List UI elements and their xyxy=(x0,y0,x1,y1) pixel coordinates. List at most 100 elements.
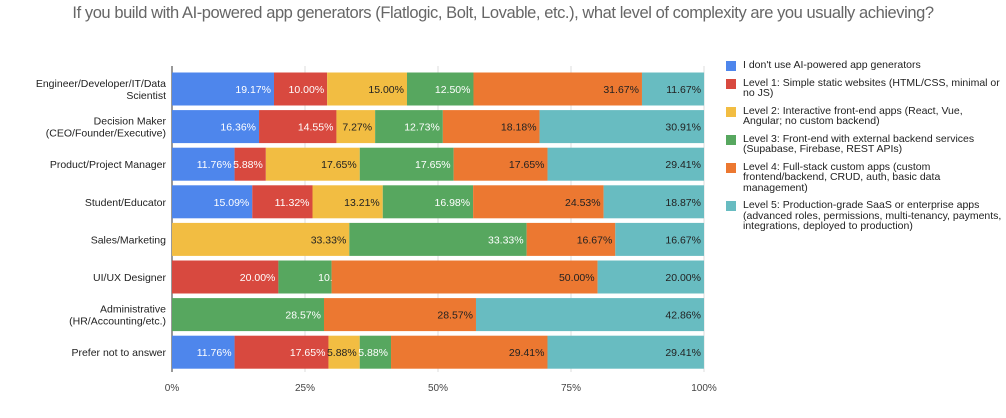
legend-label: I don't use AI-powered app generators xyxy=(743,59,921,71)
data-label: 29.41% xyxy=(509,347,545,359)
bar-segment xyxy=(172,298,324,332)
data-label: 10.00% xyxy=(289,84,325,96)
data-label: 15.09% xyxy=(214,197,250,209)
bar-segment xyxy=(172,335,235,369)
data-label: 16.98% xyxy=(434,197,470,209)
data-label: 5.88% xyxy=(327,347,357,359)
category-label: Administrative (HR/Accounting/etc.) xyxy=(69,304,166,328)
legend-swatch xyxy=(726,201,736,211)
bar-segment xyxy=(349,222,527,256)
legend-swatch xyxy=(726,61,736,71)
legend-label: Level 3: Front-end with external backend… xyxy=(743,132,975,155)
bar-segment xyxy=(615,222,704,256)
bar-segment xyxy=(475,298,704,332)
bar-segment xyxy=(603,185,704,219)
legend-item: Level 2: Interactive front-end apps (Rea… xyxy=(726,104,1004,127)
legend-swatch xyxy=(726,78,736,89)
bar-segment xyxy=(273,72,328,106)
legend: I don't use AI-powered app generators Lev… xyxy=(726,60,1004,232)
chart-title: If you build with AI-powered app generat… xyxy=(72,4,934,22)
bar-segment xyxy=(382,185,474,219)
data-label: 12.73% xyxy=(404,122,440,134)
x-tick-label: 0% xyxy=(165,383,180,394)
data-label: 5.88% xyxy=(233,159,263,171)
bar-segment xyxy=(453,147,548,181)
bar-segment xyxy=(252,185,313,219)
x-tick-label: 50% xyxy=(428,383,448,394)
data-label: 50.00% xyxy=(559,272,595,284)
data-label: 17.65% xyxy=(415,159,451,171)
data-label: 33.33% xyxy=(488,234,524,246)
bar-segment xyxy=(547,335,704,369)
bar-segment xyxy=(172,110,260,144)
bar-segment xyxy=(331,260,598,294)
bar-segment xyxy=(172,185,253,219)
category-label: Prefer not to answer xyxy=(71,347,166,359)
data-label: 17.65% xyxy=(290,347,326,359)
bar-segment xyxy=(312,185,383,219)
data-label: 16.67% xyxy=(577,234,613,246)
data-label: 20.00% xyxy=(665,272,701,284)
data-label: 28.57% xyxy=(437,310,473,322)
bar-segment xyxy=(327,72,407,106)
data-label: 18.18% xyxy=(501,122,537,134)
bar-segment xyxy=(259,110,337,144)
legend-swatch xyxy=(726,134,736,145)
legend-label: Level 2: Interactive front-end apps (Rea… xyxy=(743,104,963,127)
bar-segment xyxy=(336,110,376,144)
category-label: UI/UX Designer xyxy=(93,272,166,284)
bar-segment xyxy=(391,335,548,369)
data-label: 28.57% xyxy=(285,310,321,322)
data-label: 11.76% xyxy=(197,347,232,359)
data-label: 13.21% xyxy=(344,197,380,209)
data-label: 11.76% xyxy=(197,159,232,171)
bar-segment xyxy=(172,260,279,294)
legend-label: Level 4: Full-stack custom apps (custom … xyxy=(743,160,941,194)
data-label: 12.50% xyxy=(435,84,471,96)
data-label: 5.88% xyxy=(358,347,388,359)
data-label: 17.65% xyxy=(509,159,545,171)
data-label: 14.55% xyxy=(298,122,334,134)
bar-segment xyxy=(473,185,604,219)
legend-label: Level 1: Simple static websites (HTML/CS… xyxy=(743,76,1000,99)
legend-swatch xyxy=(726,162,736,173)
bar-segment xyxy=(526,222,616,256)
data-label: 20.00% xyxy=(240,272,276,284)
legend-item: Level 1: Simple static websites (HTML/CS… xyxy=(726,76,1004,99)
legend-swatch xyxy=(726,106,736,117)
data-label: 29.41% xyxy=(665,159,701,171)
data-label: 7.27% xyxy=(342,122,372,134)
stacked-bar-chart: 0% 25% 50% 75% 100% Engineer/Developer/IT/Dat… xyxy=(36,66,717,394)
bar-segment xyxy=(278,260,332,294)
bar-segment xyxy=(328,335,360,369)
data-label: 30.91% xyxy=(665,122,701,134)
data-label: 42.86% xyxy=(665,310,701,322)
data-label: 11.67% xyxy=(666,84,701,96)
data-label: 18.87% xyxy=(665,197,701,209)
data-label: 29.41% xyxy=(665,347,701,359)
bar-segment xyxy=(359,147,454,181)
x-tick-label: 25% xyxy=(295,383,315,394)
bar-segment xyxy=(597,260,704,294)
data-label: 24.53% xyxy=(565,197,601,209)
x-tick-label: 100% xyxy=(691,383,717,394)
category-label: Engineer/Developer/IT/Data Scientist xyxy=(36,78,166,102)
data-label: 16.67% xyxy=(665,234,701,246)
data-label: 31.67% xyxy=(603,84,639,96)
bar-segment xyxy=(539,110,704,144)
bar-segment xyxy=(172,222,350,256)
bar-segment xyxy=(323,298,476,332)
bar-segment xyxy=(172,147,235,181)
category-label: Product/Project Manager xyxy=(50,159,167,171)
bar-segment xyxy=(265,147,360,181)
data-label: 15.00% xyxy=(368,84,404,96)
data-label: 11.32% xyxy=(275,197,310,209)
data-label: 17.65% xyxy=(321,159,357,171)
legend-item: Level 4: Full-stack custom apps (custom … xyxy=(726,160,1004,194)
legend-item: Level 3: Front-end with external backend… xyxy=(726,132,1004,155)
bar-segment xyxy=(442,110,540,144)
category-label: Decision Maker (CEO/Founder/Executive) xyxy=(46,116,167,140)
bar-segment xyxy=(473,72,642,106)
bar-segment xyxy=(547,147,704,181)
data-label: 16.36% xyxy=(220,122,256,134)
